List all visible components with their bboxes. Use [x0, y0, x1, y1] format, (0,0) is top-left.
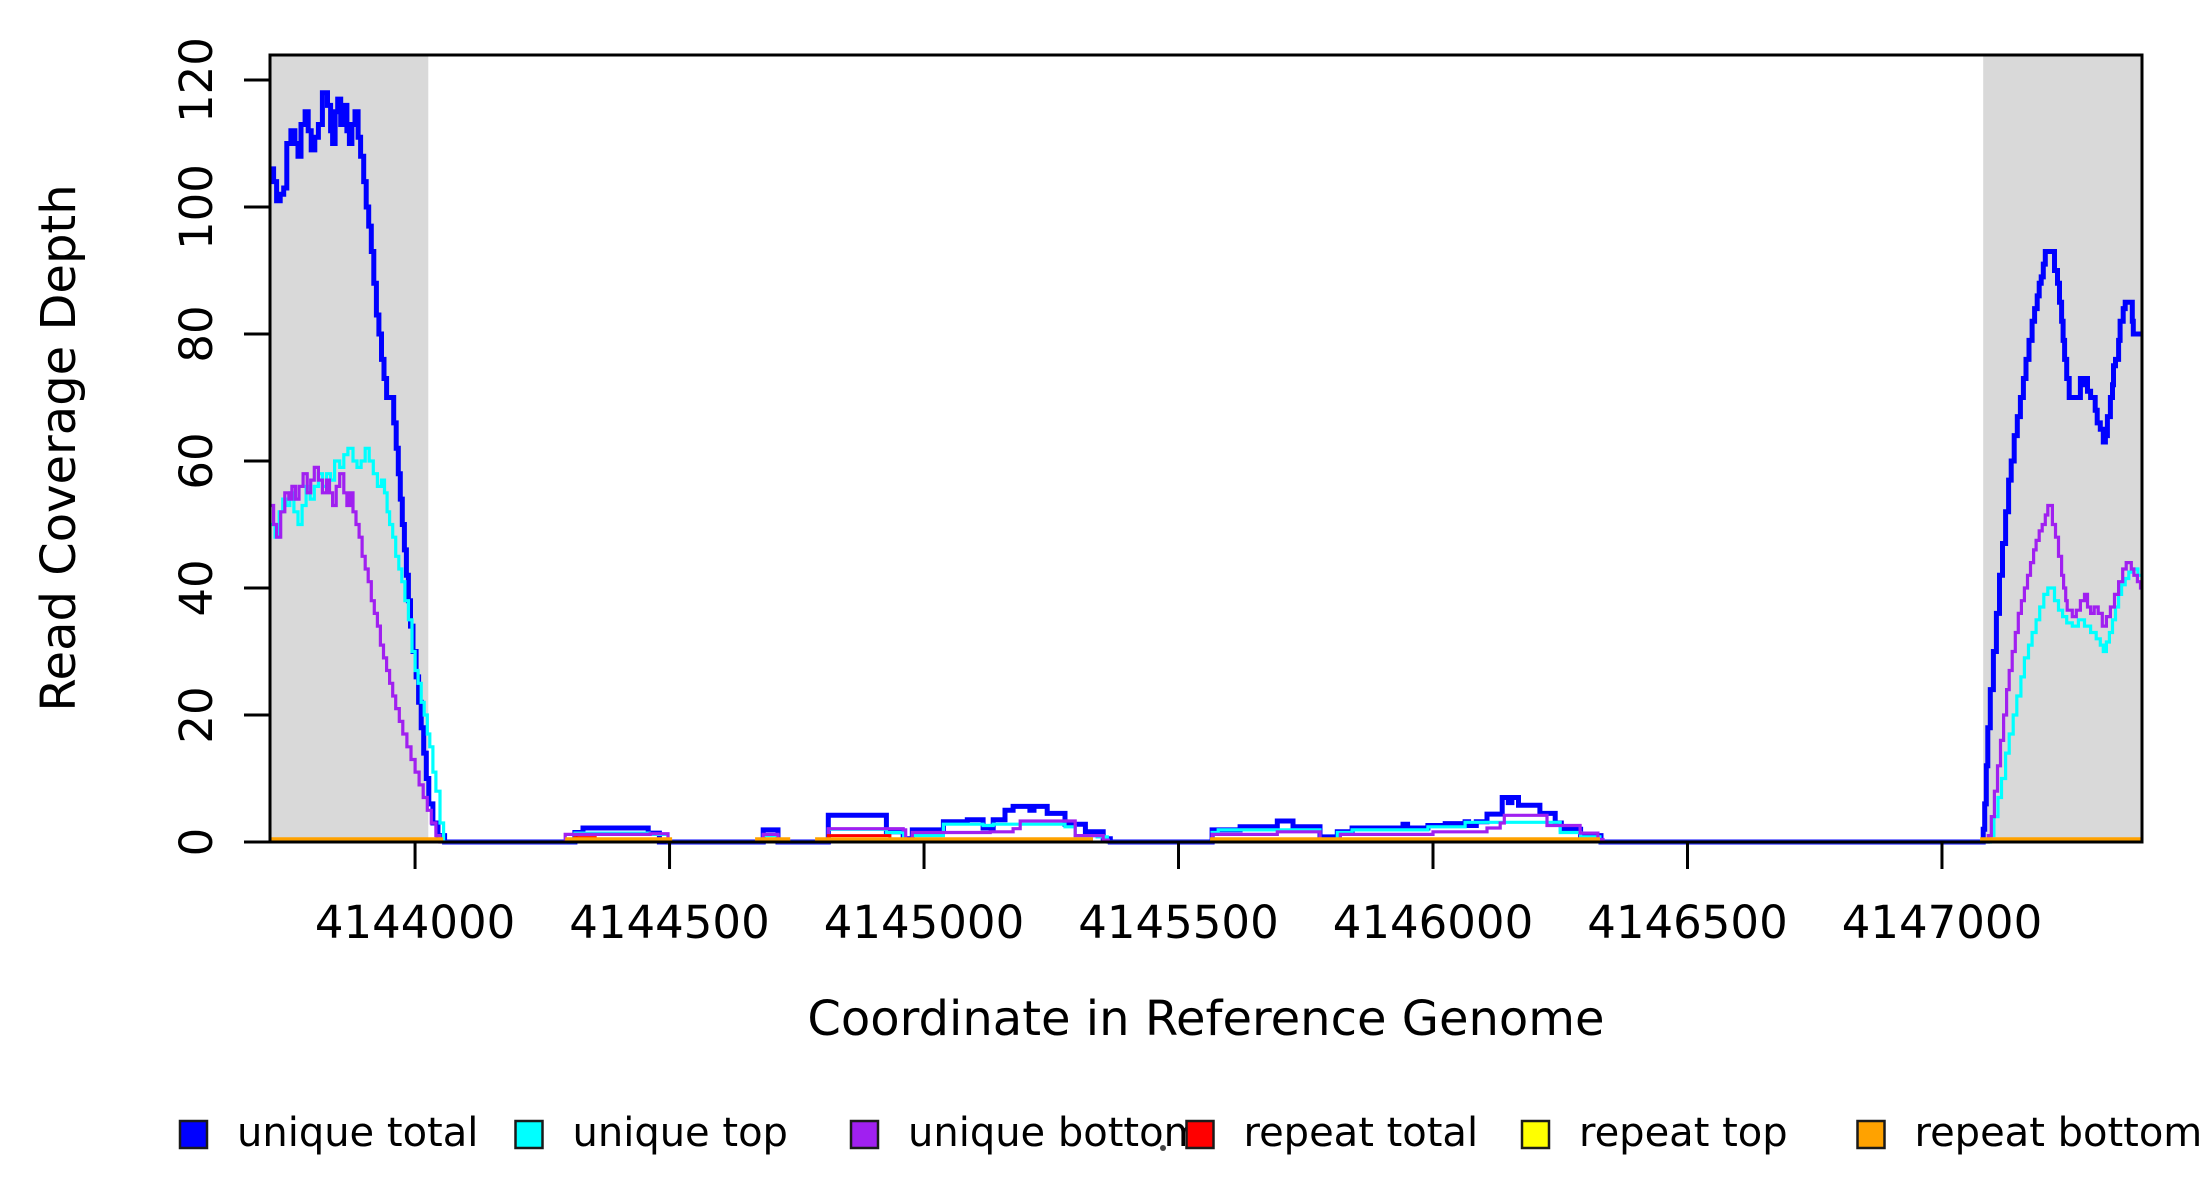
series-line-unique-total: [270, 90, 2142, 845]
y-tick-label: 100: [170, 164, 223, 250]
legend-label: repeat top: [1579, 1110, 1788, 1156]
y-tick-label: 20: [170, 686, 223, 743]
tick-labels: 0 20 40 60 80 100 120 4144000 4144500 4145000 4145…: [170, 37, 2042, 949]
chart-legend: unique total unique top unique bottom repea…: [178, 1110, 2200, 1156]
highlight-band-1: [1983, 55, 2142, 842]
stray-dot: [1160, 1145, 1166, 1151]
plot-box: [268, 53, 2144, 844]
legend-label: repeat bottom: [1915, 1110, 2200, 1156]
series-lines: [270, 90, 2143, 845]
legend-item-unique-top: unique top: [514, 1110, 788, 1156]
legend-label: unique total: [237, 1110, 478, 1156]
legend-label: repeat total: [1244, 1110, 1479, 1156]
y-tick-label: 80: [170, 305, 223, 362]
highlight-bands: [270, 55, 2142, 842]
y-axis-title: Read Coverage Depth: [31, 184, 87, 711]
legend-swatch-icon: [1856, 1119, 1886, 1150]
legend-item-repeat-total: repeat total: [1185, 1110, 1479, 1156]
legend-swatch-icon: [1520, 1119, 1551, 1150]
y-tick-label: 120: [170, 37, 223, 123]
legend-label: unique bottom: [908, 1110, 1203, 1156]
x-tick-label: 4146000: [1333, 896, 1533, 949]
y-tick-label: 0: [170, 828, 223, 857]
legend-item-unique-total: unique total: [178, 1110, 478, 1156]
x-axis-title: Coordinate in Reference Genome: [807, 991, 1604, 1047]
x-tick-label: 4144000: [315, 896, 515, 949]
legend-item-repeat-bottom: repeat bottom: [1856, 1110, 2200, 1156]
x-tick-label: 4147000: [1842, 896, 2042, 949]
y-tick-label: 60: [170, 432, 223, 489]
legend-swatch-icon: [849, 1119, 880, 1150]
x-tick-label: 4145500: [1078, 896, 1278, 949]
x-tick-label: 4145000: [824, 896, 1024, 949]
legend-item-unique-bottom: unique bottom: [849, 1110, 1203, 1156]
y-tick-label: 40: [170, 559, 223, 616]
legend-swatch-icon: [178, 1119, 209, 1150]
series-line-unique-bottom: [270, 465, 2143, 844]
legend-item-repeat-top: repeat top: [1520, 1110, 1788, 1156]
legend-swatch-icon: [1185, 1119, 1215, 1150]
legend-swatch-icon: [514, 1119, 544, 1150]
x-tick-label: 4146500: [1587, 896, 1787, 949]
axes: [244, 53, 2144, 869]
legend-label: unique top: [573, 1110, 788, 1156]
x-tick-label: 4144500: [569, 896, 769, 949]
series-line-unique-top: [270, 446, 2142, 844]
